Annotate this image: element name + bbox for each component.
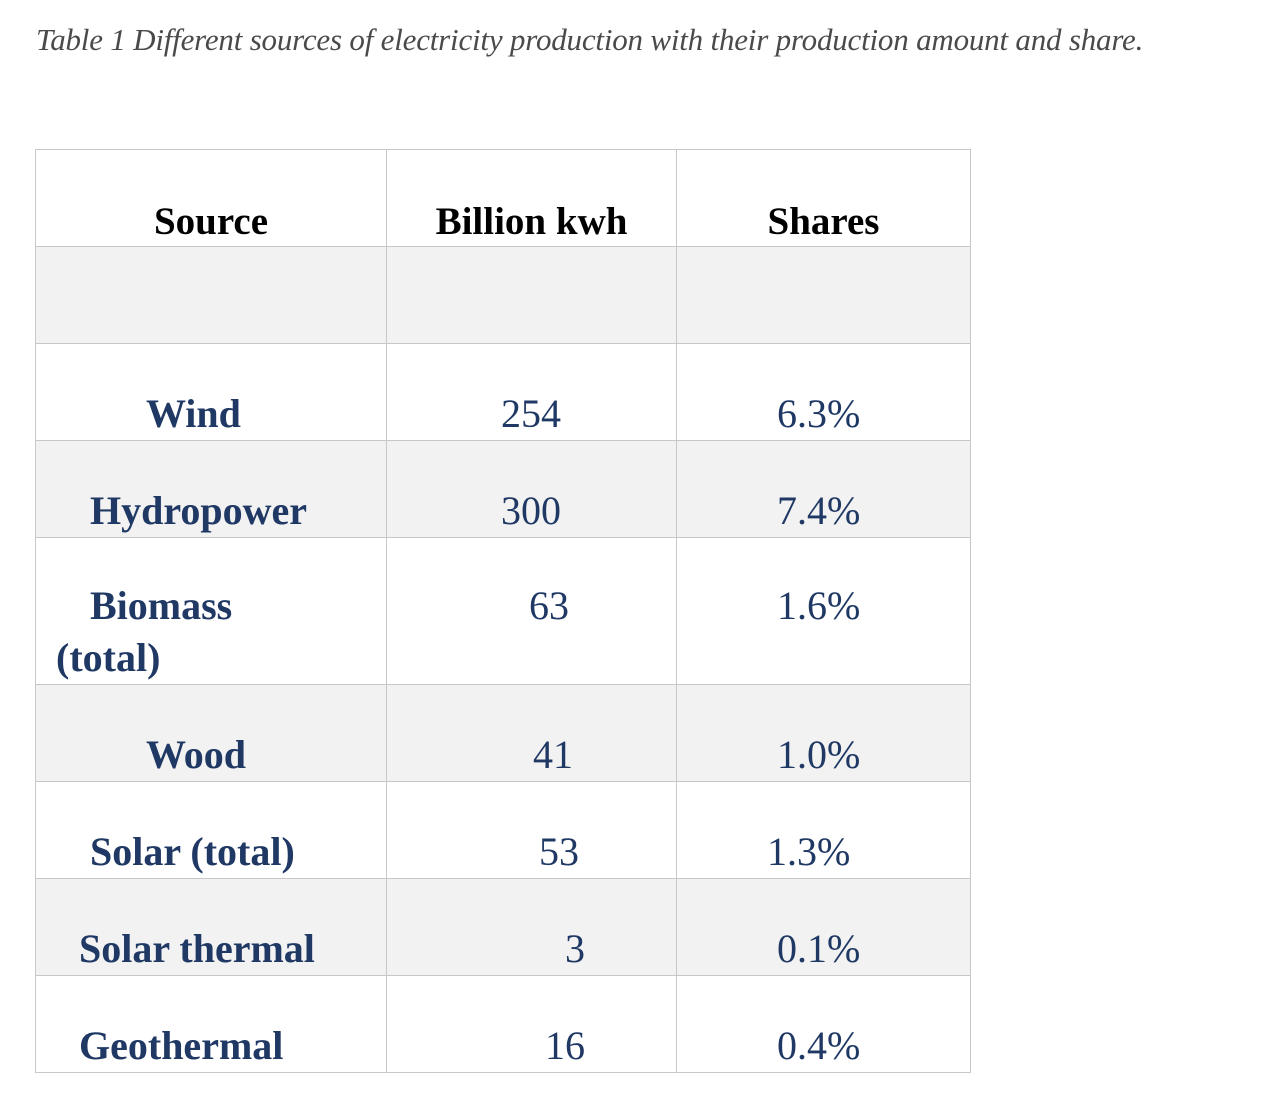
- table-row-empty: [35, 246, 971, 344]
- cell-source: Solar thermal: [35, 878, 387, 976]
- cell-share: 1.6%: [676, 537, 971, 685]
- table-header-row: Source Billion kwh Shares: [35, 149, 971, 247]
- cell-source: [35, 246, 387, 344]
- header-source: Source: [35, 149, 387, 247]
- cell-share: 6.3%: [676, 343, 971, 441]
- cell-share: 0.1%: [676, 878, 971, 976]
- cell-share: 7.4%: [676, 440, 971, 538]
- cell-value: 300: [386, 440, 677, 538]
- cell-value: 254: [386, 343, 677, 441]
- cell-source: Hydropower: [35, 440, 387, 538]
- table-row-solar-total: Solar (total) 53 1.3%: [35, 781, 971, 879]
- table-row-wood: Wood 41 1.0%: [35, 684, 971, 782]
- cell-value: 41: [386, 684, 677, 782]
- cell-share: 1.3%: [676, 781, 971, 879]
- table-row-geothermal: Geothermal 16 0.4%: [35, 975, 971, 1073]
- table-row-wind: Wind 254 6.3%: [35, 343, 971, 441]
- cell-source: Biomass (total): [35, 537, 387, 685]
- header-shares: Shares: [676, 149, 971, 247]
- table-row-solar-thermal: Solar thermal 3 0.1%: [35, 878, 971, 976]
- table-caption: Table 1 Different sources of electricity…: [36, 22, 1144, 57]
- table-row-biomass: Biomass (total) 63 1.6%: [35, 537, 971, 685]
- electricity-sources-table: Source Billion kwh Shares Wind 254 6.3% …: [35, 149, 971, 1073]
- table-row-hydropower: Hydropower 300 7.4%: [35, 440, 971, 538]
- cell-value: 3: [386, 878, 677, 976]
- cell-share: 1.0%: [676, 684, 971, 782]
- cell-source: Wood: [35, 684, 387, 782]
- cell-value: 53: [386, 781, 677, 879]
- cell-source: Solar (total): [35, 781, 387, 879]
- cell-share: 0.4%: [676, 975, 971, 1073]
- cell-source: Wind: [35, 343, 387, 441]
- cell-value: [386, 246, 677, 344]
- cell-value: 63: [386, 537, 677, 685]
- cell-share: [676, 246, 971, 344]
- cell-value: 16: [386, 975, 677, 1073]
- header-billion-kwh: Billion kwh: [386, 149, 677, 247]
- cell-source: Geothermal: [35, 975, 387, 1073]
